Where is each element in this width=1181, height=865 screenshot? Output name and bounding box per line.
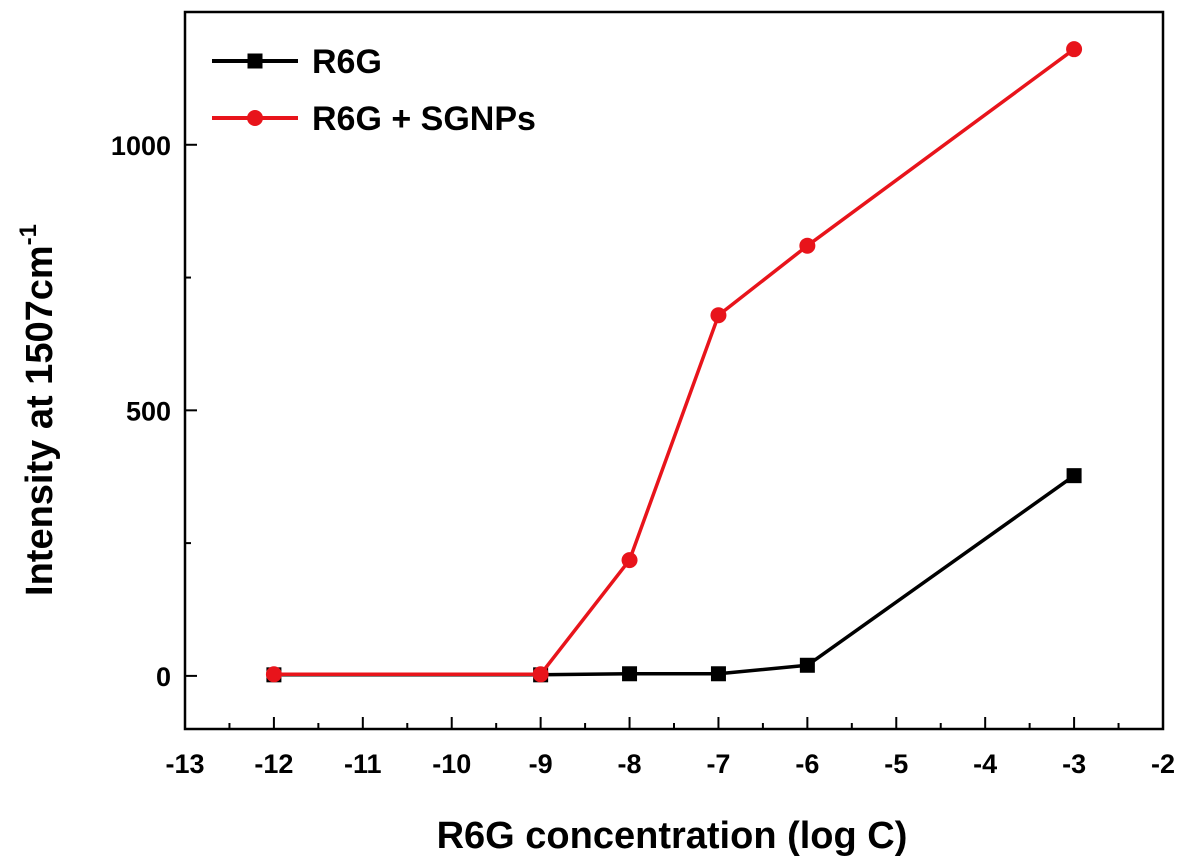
series-line-r6g — [273, 474, 1076, 677]
x-tick-label: -11 — [344, 749, 382, 779]
y-tick-label: 0 — [156, 662, 171, 692]
x-tick-label: -4 — [973, 749, 997, 779]
x-tick-label: -9 — [529, 749, 553, 779]
series-r6g-sgnps — [265, 41, 1083, 683]
y-axis-title: Intensity at 1507cm-1 — [15, 224, 61, 596]
y-tick-label: 1000 — [111, 131, 171, 161]
data-point-r6g-sgnps — [621, 552, 638, 569]
series-line-r6g-sgnps — [273, 47, 1076, 677]
legend-label-r6g: R6G — [312, 43, 382, 81]
data-point-r6g — [799, 657, 815, 673]
y-axis-title-main: Intensity at 1507cm — [19, 245, 61, 596]
legend-item-r6g-sgnps: R6G + SGNPs — [212, 100, 536, 138]
x-tick-label: -13 — [165, 749, 204, 779]
x-tick-label: -3 — [1062, 749, 1086, 779]
x-tick-label: -10 — [432, 749, 471, 779]
data-point-r6g-sgnps — [1066, 41, 1083, 58]
y-axis-title-superscript: -1 — [15, 224, 42, 245]
data-point-r6g-sgnps — [265, 666, 282, 683]
data-point-r6g — [1066, 468, 1082, 484]
data-point-r6g — [710, 666, 726, 682]
x-tick-label: -6 — [795, 749, 819, 779]
legend-item-r6g: R6G — [212, 43, 382, 81]
legend: R6G R6G + SGNPs — [212, 43, 536, 138]
legend-label-r6g-sgnps: R6G + SGNPs — [312, 100, 536, 138]
data-series — [265, 41, 1083, 683]
x-tick-label: -8 — [618, 749, 642, 779]
y-tick-label: 500 — [126, 396, 171, 426]
series-r6g — [266, 468, 1082, 683]
x-tick-label: -7 — [706, 749, 730, 779]
x-tick-label: -5 — [884, 749, 908, 779]
data-point-r6g-sgnps — [532, 666, 549, 683]
data-point-r6g — [622, 666, 638, 682]
data-point-r6g-sgnps — [710, 307, 727, 324]
data-point-r6g-sgnps — [799, 237, 816, 254]
x-tick-label: -12 — [254, 749, 293, 779]
ticks: -13 -12 -11 -10 -9 -8 -7 -6 -5 -4 -3 -2 0 500 1000 — [111, 11, 1175, 779]
legend-swatch-marker-r6g-sgnps — [247, 110, 263, 126]
x-axis-title: R6G concentration (log C) — [437, 815, 908, 857]
x-tick-label: -2 — [1151, 749, 1175, 779]
legend-swatch-marker-r6g — [247, 53, 263, 69]
